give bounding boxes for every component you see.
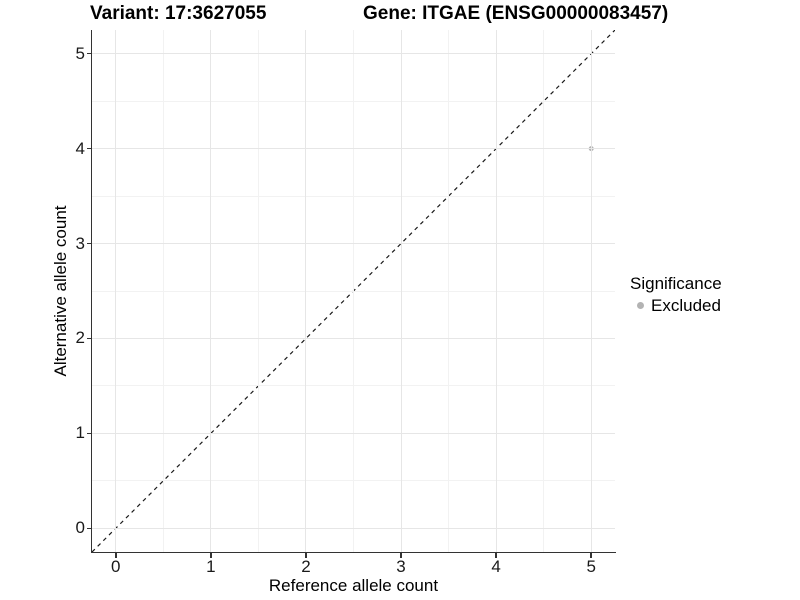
major-gridline-horizontal	[92, 53, 615, 55]
legend-item-excluded: Excluded	[630, 295, 722, 316]
x-tick-mark	[400, 553, 402, 558]
minor-gridline-horizontal	[92, 480, 615, 482]
x-tick-label: 5	[586, 557, 596, 576]
major-gridline-horizontal	[92, 527, 615, 529]
major-gridline-vertical	[590, 30, 592, 552]
y-tick-mark	[86, 52, 91, 55]
legend-key	[632, 297, 649, 314]
y-tick-label: 1	[75, 423, 85, 443]
y-axis-title: Alternative allele count	[51, 205, 70, 377]
y-tick-label: 3	[75, 233, 85, 253]
major-gridline-horizontal	[92, 148, 615, 150]
x-axis-title: Reference allele count	[268, 576, 439, 595]
legend-title: Significance	[630, 274, 722, 293]
y-tick-mark	[86, 147, 91, 150]
major-gridline-vertical	[400, 30, 402, 552]
legend: Significance Excluded	[630, 273, 722, 316]
major-gridline-horizontal	[92, 337, 615, 339]
variant-title: Variant: 17:3627055	[90, 3, 267, 24]
gene-title: Gene: ITGAE (ENSG00000083457)	[363, 3, 669, 24]
major-gridline-horizontal	[92, 432, 615, 434]
major-gridline-vertical	[495, 30, 497, 552]
x-tick-label: 2	[301, 557, 311, 576]
x-tick-mark	[495, 553, 497, 558]
x-tick-label: 0	[111, 557, 121, 576]
major-gridline-vertical	[305, 30, 307, 552]
major-gridline-vertical	[210, 30, 212, 552]
x-tick-mark	[590, 553, 592, 558]
major-gridline-horizontal	[92, 243, 615, 245]
x-tick-label: 1	[206, 557, 216, 576]
x-tick-label: 3	[396, 557, 406, 576]
y-axis-line	[90, 30, 92, 553]
minor-gridline-horizontal	[92, 100, 615, 102]
x-tick-mark	[210, 553, 212, 558]
y-tick-mark	[86, 337, 91, 340]
legend-item-label: Excluded	[651, 296, 721, 315]
y-tick-label: 5	[75, 43, 85, 63]
x-axis-line	[90, 551, 616, 553]
y-tick-label: 2	[75, 328, 85, 348]
y-tick-mark	[86, 432, 91, 435]
y-tick-label: 4	[75, 138, 85, 158]
y-tick-label: 0	[75, 518, 85, 538]
excluded-point-icon	[637, 302, 644, 309]
minor-gridline-horizontal	[92, 385, 615, 387]
x-tick-mark	[115, 553, 117, 558]
major-gridline-vertical	[115, 30, 117, 552]
x-tick-mark	[305, 553, 307, 558]
x-tick-label: 4	[491, 557, 501, 576]
y-tick-mark	[86, 527, 91, 530]
minor-gridline-horizontal	[92, 290, 615, 292]
y-tick-mark	[86, 242, 91, 245]
minor-gridline-horizontal	[92, 195, 615, 197]
plot-panel	[92, 30, 615, 552]
